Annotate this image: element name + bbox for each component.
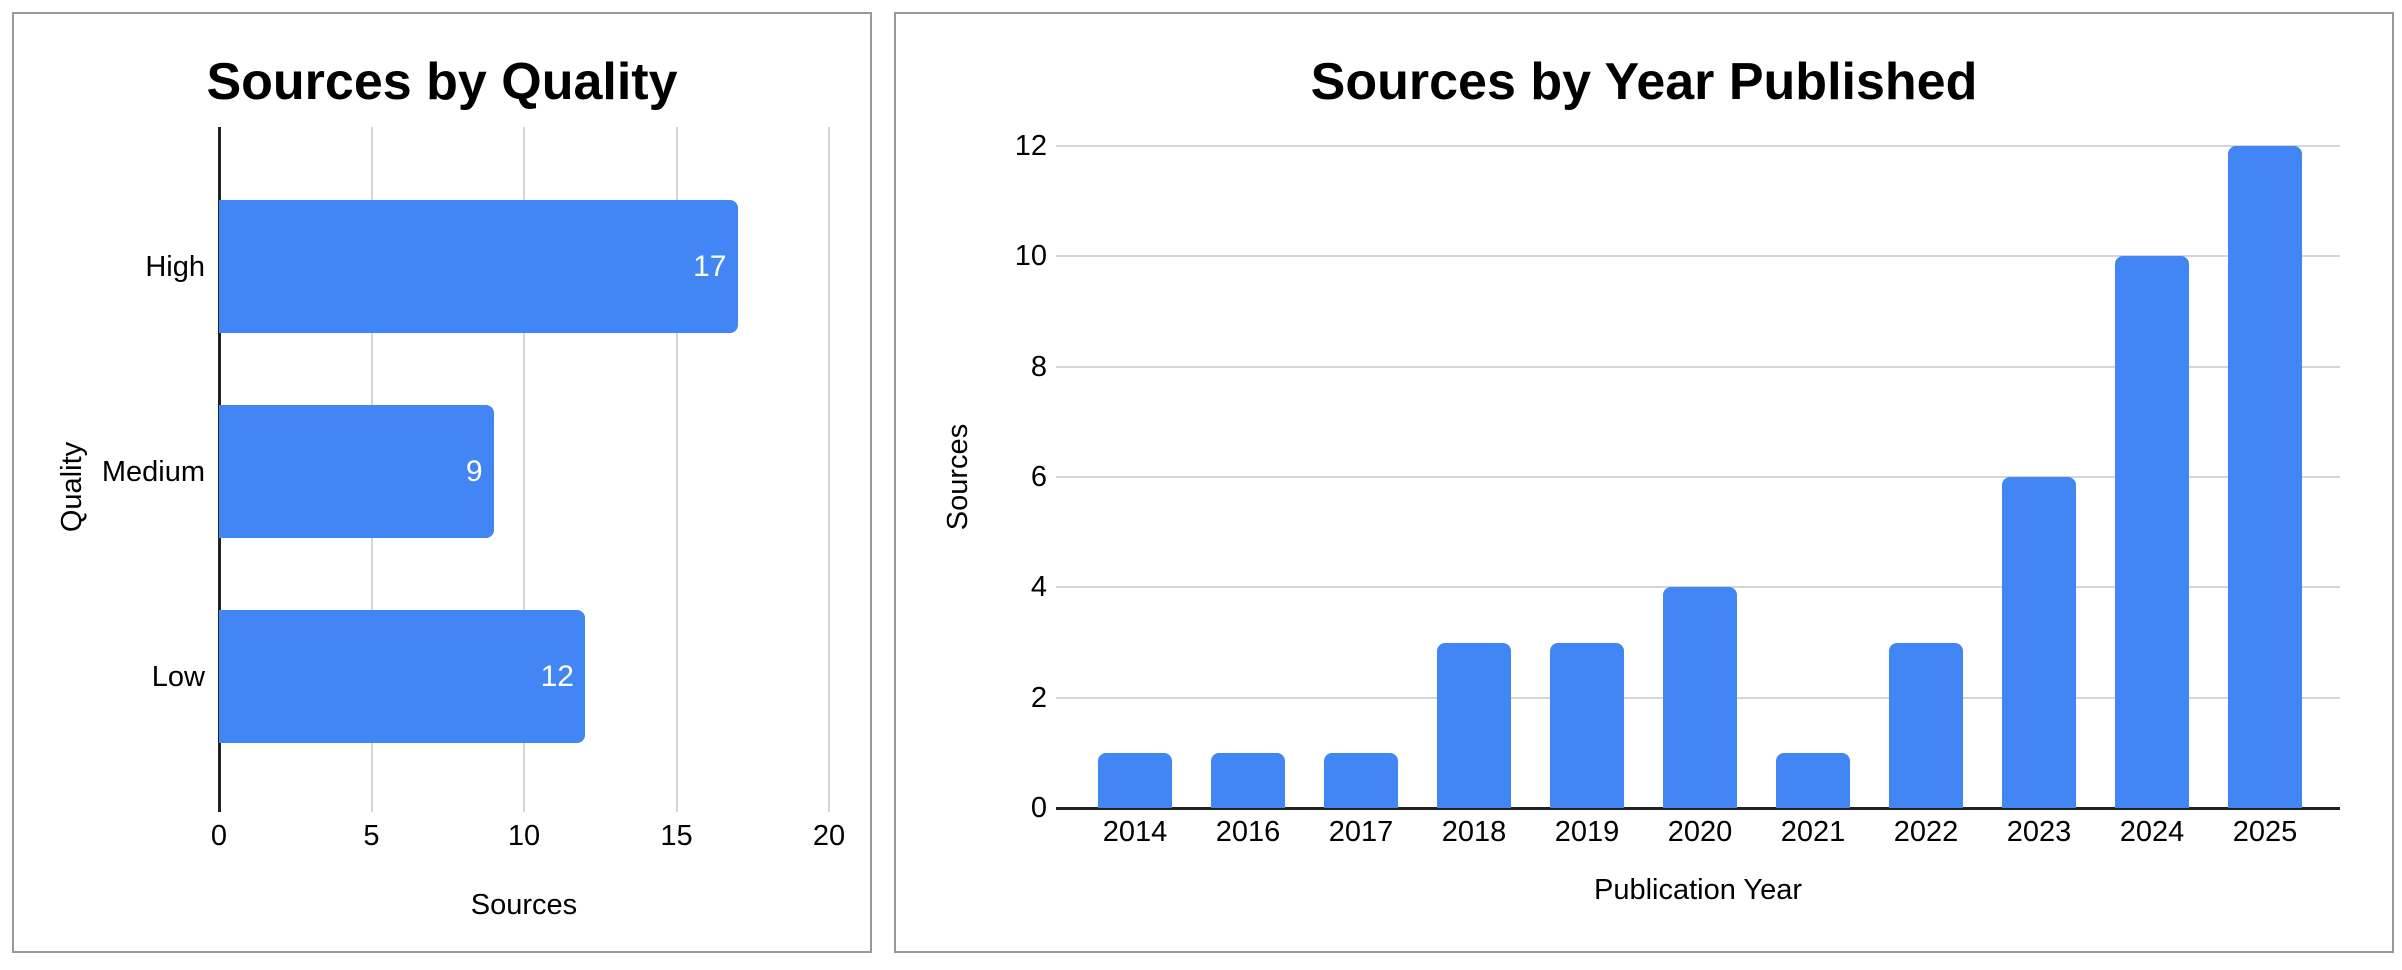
bar-2016 — [1211, 752, 1285, 808]
x-tick-label: 2020 — [1667, 816, 1733, 848]
x-tick-label: 2025 — [2232, 816, 2298, 848]
category-label: High — [145, 250, 205, 283]
gridline — [828, 127, 830, 812]
bar-high: 17 — [219, 200, 738, 333]
x-tick-label: 2017 — [1328, 816, 1394, 848]
x-tick-label: 2014 — [1102, 816, 1168, 848]
bar-2025 — [2228, 146, 2302, 808]
gridline — [523, 127, 525, 812]
bar-2017 — [1324, 752, 1398, 808]
x-tick-label: 0 — [210, 820, 228, 852]
gridline — [1056, 365, 2340, 368]
bar-2014 — [1098, 752, 1172, 808]
bar-2023 — [2002, 477, 2076, 808]
x-tick-label: 15 — [660, 820, 693, 852]
bar-medium: 9 — [219, 405, 494, 538]
x-tick-label: 2016 — [1215, 816, 1281, 848]
x-tick-label: 2019 — [1554, 816, 1620, 848]
quality-chart-title: Sources by Quality — [206, 53, 678, 111]
x-tick-label: 2018 — [1441, 816, 1507, 848]
gridline — [1056, 255, 2340, 258]
y-tick-label: 0 — [1030, 792, 1047, 824]
gridline — [1056, 476, 2340, 478]
bar-2020 — [1663, 587, 1737, 808]
bar-2019 — [1550, 642, 1624, 808]
x-tick-label: 5 — [363, 820, 380, 852]
y-tick-label: 6 — [1030, 461, 1047, 493]
bar-2021 — [1776, 752, 1850, 808]
category-label: Medium — [101, 455, 205, 488]
y-tick-label: 8 — [1030, 350, 1047, 383]
y-tick-label: 12 — [1014, 130, 1047, 162]
bar-2018 — [1437, 642, 1511, 808]
bar-2022 — [1889, 642, 1963, 808]
year-x-axis-title: Publication Year — [1594, 874, 1802, 906]
x-tick-label: 2021 — [1780, 816, 1846, 848]
bar-2024 — [2115, 256, 2189, 808]
y-tick-label: 2 — [1030, 681, 1047, 714]
quality-x-axis-title: Sources — [470, 889, 578, 921]
x-tick-label: 2023 — [2006, 816, 2072, 848]
bar-value-label: 9 — [465, 454, 483, 488]
y-tick-label: 4 — [1030, 571, 1047, 604]
x-tick-label: 2024 — [2119, 816, 2185, 848]
bar-value-label: 17 — [693, 249, 727, 283]
bar-low: 12 — [219, 610, 585, 743]
x-axis-line — [1056, 806, 2340, 810]
x-tick-label: 20 — [812, 820, 846, 852]
quality-chart-panel: Sources by Quality Quality Sources 0 5 10 1… — [12, 12, 872, 953]
x-tick-label: 10 — [507, 820, 541, 852]
x-tick-label: 2022 — [1893, 816, 1959, 848]
bar-value-label: 12 — [540, 659, 574, 693]
category-label: Low — [151, 660, 205, 693]
year-chart-panel: Sources by Year Published Sources Public… — [894, 12, 2394, 953]
y-tick-label: 10 — [1014, 240, 1047, 273]
year-chart-title: Sources by Year Published — [1310, 53, 1978, 111]
gridline — [1056, 145, 2340, 147]
gridline — [675, 127, 678, 812]
